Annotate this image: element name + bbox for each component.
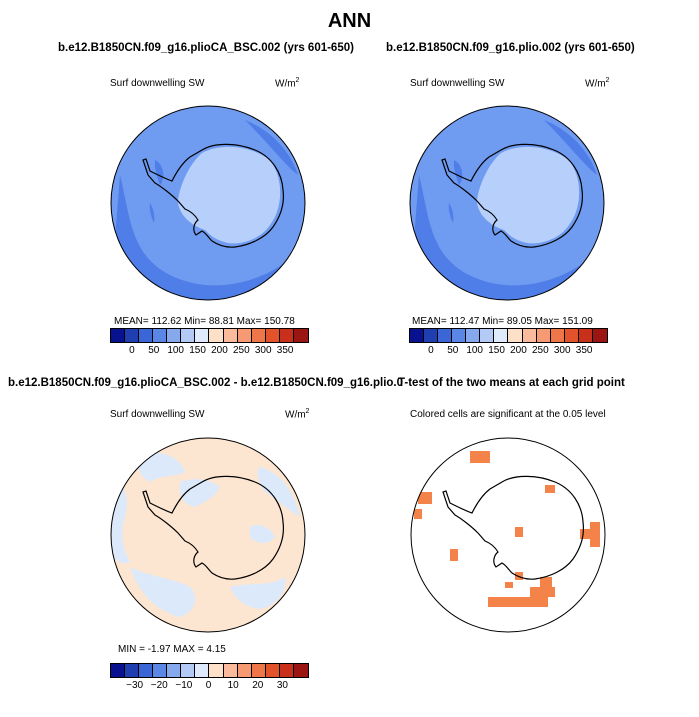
panel4-title: T-test of the two means at each grid poi… <box>398 377 625 389</box>
panel3-variable: Surf downwelling SW <box>110 409 205 420</box>
colorbar-cell <box>279 329 294 342</box>
colorbar-cell <box>293 664 308 677</box>
colorbar-tick-label: 0 <box>428 345 434 356</box>
colorbar-cell <box>209 664 224 677</box>
colorbar-cell <box>181 664 196 677</box>
colorbar-tick-label: 0 <box>205 680 212 691</box>
colorbar-tick-label: 30 <box>276 680 288 691</box>
colorbar-cell <box>265 664 280 677</box>
colorbar-cell <box>508 329 523 342</box>
colorbar-cell <box>111 329 126 342</box>
colorbar-cell <box>125 329 140 342</box>
colorbar-cell <box>223 664 238 677</box>
colorbar-cell <box>237 329 252 342</box>
colorbar-tick-label: 20 <box>252 680 264 691</box>
colorbar-cell <box>251 329 266 342</box>
colorbar-tick-label: 300 <box>553 345 571 356</box>
colorbar-cell <box>438 329 453 342</box>
colorbar-tick-label: −10 <box>175 680 193 691</box>
colorbar-cell <box>139 664 154 677</box>
colorbar-cell <box>466 329 481 342</box>
panel2-units: W/m2 <box>585 77 610 90</box>
colorbar-cell <box>452 329 467 342</box>
colorbar-cell <box>111 664 126 677</box>
colorbar-tick-label: −30 <box>126 680 144 691</box>
colorbar-cell <box>195 329 210 342</box>
panel1-title: b.e12.B1850CN.f09_g16.plioCA_BSC.002 (yr… <box>58 42 354 54</box>
panel3-colorbar-labels: −30 −20 −10 0 10 20 30 <box>110 680 307 692</box>
figure-title: ANN <box>327 10 372 32</box>
panel2-colorbar <box>409 328 608 343</box>
colorbar-cell <box>195 664 210 677</box>
colorbar-tick-label: 250 <box>531 345 549 356</box>
panel4-map <box>410 437 606 633</box>
panel1-stats: MEAN= 112.62 Min= 88.81 Max= 150.78 <box>114 316 295 327</box>
panel2-stats: MEAN= 112.47 Min= 89.05 Max= 151.09 <box>412 316 593 327</box>
colorbar-cell <box>522 329 537 342</box>
colorbar-cell <box>564 329 579 342</box>
colorbar-tick-label: 300 <box>254 345 272 356</box>
colorbar-tick-label: 150 <box>189 345 206 356</box>
panel1-colorbar-labels: 0 50 100 150 200 250 300 350 <box>110 345 307 357</box>
colorbar-tick-label: 200 <box>510 345 527 356</box>
panel3-map <box>110 437 306 633</box>
colorbar-cell <box>167 664 182 677</box>
colorbar-cell <box>279 664 294 677</box>
colorbar-cell <box>265 329 280 342</box>
panel2-title: b.e12.B1850CN.f09_g16.plio.002 (yrs 601-… <box>386 42 635 54</box>
panel2-variable: Surf downwelling SW <box>410 78 505 89</box>
panel3-colorbar <box>110 663 309 678</box>
colorbar-cell <box>494 329 509 342</box>
colorbar-tick-label: 150 <box>488 345 505 356</box>
colorbar-tick-label: 10 <box>227 680 239 691</box>
colorbar-tick-label: 100 <box>167 345 184 356</box>
colorbar-cell <box>536 329 551 342</box>
colorbar-cell <box>424 329 439 342</box>
colorbar-tick-label: 0 <box>129 345 135 356</box>
colorbar-cell <box>153 329 168 342</box>
colorbar-cell <box>480 329 495 342</box>
panel3-units: W/m2 <box>285 408 310 421</box>
colorbar-cell <box>223 329 238 342</box>
panel3-stats: MIN = -1.97 MAX = 4.15 <box>118 644 226 655</box>
colorbar-cell <box>125 664 140 677</box>
colorbar-tick-label: 50 <box>148 345 160 356</box>
colorbar-cell <box>209 329 224 342</box>
panel3-title: b.e12.B1850CN.f09_g16.plioCA_BSC.002 - b… <box>8 377 403 389</box>
colorbar-tick-label: −20 <box>150 680 168 691</box>
colorbar-cell <box>167 329 182 342</box>
panel1-colorbar <box>110 328 309 343</box>
colorbar-tick-label: 350 <box>276 345 294 356</box>
colorbar-cell <box>550 329 565 342</box>
colorbar-cell <box>153 664 168 677</box>
colorbar-tick-label: 250 <box>232 345 250 356</box>
panel1-units: W/m2 <box>275 77 300 90</box>
colorbar-cell <box>578 329 593 342</box>
colorbar-cell <box>293 329 308 342</box>
colorbar-cell <box>592 329 607 342</box>
colorbar-cell <box>237 664 252 677</box>
colorbar-tick-label: 200 <box>211 345 228 356</box>
colorbar-cell <box>139 329 154 342</box>
panel1-map <box>110 105 306 301</box>
colorbar-tick-label: 50 <box>447 345 459 356</box>
colorbar-tick-label: 100 <box>466 345 483 356</box>
panel2-colorbar-labels: 0 50 100 150 200 250 300 350 <box>409 345 606 357</box>
colorbar-cell <box>410 329 425 342</box>
panel1-variable: Surf downwelling SW <box>110 78 205 89</box>
panel4-note: Colored cells are significant at the 0.0… <box>410 409 606 420</box>
colorbar-cell <box>181 329 196 342</box>
colorbar-cell <box>251 664 266 677</box>
colorbar-tick-label: 350 <box>575 345 593 356</box>
panel2-map <box>409 105 605 301</box>
